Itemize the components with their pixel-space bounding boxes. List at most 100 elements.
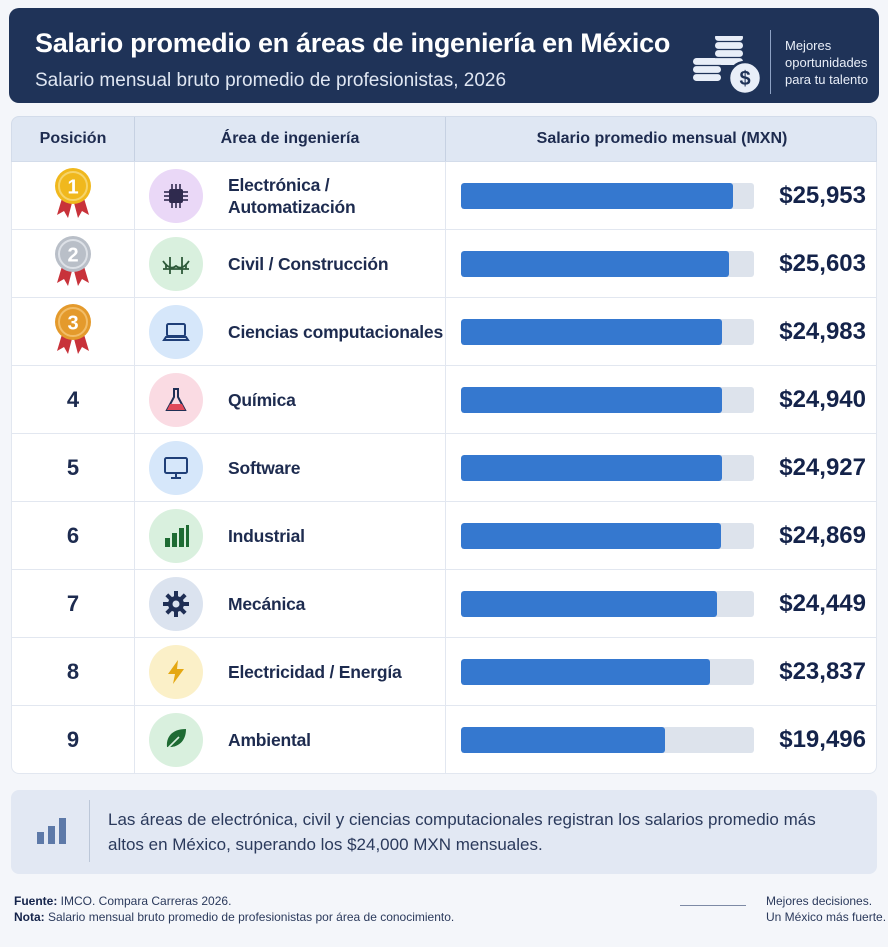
table-row: 2 Civil / Construcción $25,603 xyxy=(11,230,877,298)
salary-bar xyxy=(461,727,665,753)
salary-cell: $24,449 xyxy=(445,570,878,637)
bar-track xyxy=(461,251,754,277)
page-title: Salario promedio en áreas de ingeniería … xyxy=(35,28,671,58)
salary-bar xyxy=(461,455,722,481)
footer-source-line: Fuente: IMCO. Compara Carreras 2026. xyxy=(14,893,454,909)
area-cell: Electrónica / Automatización xyxy=(134,162,445,229)
table-row: 4 Química $24,940 xyxy=(11,366,877,434)
salary-value-label: $24,927 xyxy=(779,454,866,481)
area-cell: Mecánica xyxy=(134,570,445,637)
area-label: Ambiental xyxy=(228,729,311,750)
table-row: 6 Industrial $24,869 xyxy=(11,502,877,570)
rank-number: 4 xyxy=(66,386,80,412)
area-cell: Industrial xyxy=(134,502,445,569)
salary-value-label: $24,869 xyxy=(779,522,866,549)
bar-chart-icon xyxy=(149,509,203,563)
salary-value-label: $24,449 xyxy=(779,590,866,617)
table-body: 1 Electrónica / Automatización $25,953 2 … xyxy=(11,162,877,774)
salary-cell: $25,603 xyxy=(445,230,878,297)
chip-icon xyxy=(149,169,203,223)
salary-bar xyxy=(461,523,721,549)
table-row: 9 Ambiental $19,496 xyxy=(11,706,877,774)
area-label: Civil / Construcción xyxy=(228,253,389,274)
table-row: 1 Electrónica / Automatización $25,953 xyxy=(11,162,877,230)
salary-cell: $23,837 xyxy=(445,638,878,705)
col-header-salary: Salario promedio mensual (MXN) xyxy=(445,117,878,161)
bar-track xyxy=(461,591,754,617)
area-label: Electricidad / Energía xyxy=(228,661,402,682)
gear-icon xyxy=(149,577,203,631)
rank-number: 9 xyxy=(66,726,80,752)
rank-number: 6 xyxy=(66,522,80,548)
rank-number: 7 xyxy=(66,590,80,616)
salary-cell: $25,953 xyxy=(445,162,878,229)
salary-bar xyxy=(461,183,733,209)
svg-text:2: 2 xyxy=(67,245,78,267)
area-label: Mecánica xyxy=(228,593,306,614)
salary-bar xyxy=(461,251,729,277)
col-header-area: Área de ingeniería xyxy=(134,117,445,161)
lightning-icon xyxy=(149,645,203,699)
area-label: Software xyxy=(228,457,301,478)
monitor-icon xyxy=(149,441,203,495)
col-header-position: Posición xyxy=(39,130,107,147)
area-cell: Ciencias computacionales xyxy=(134,298,445,365)
laptop-icon xyxy=(149,305,203,359)
area-label: Electrónica / Automatización xyxy=(228,174,356,217)
salary-cell: $24,927 xyxy=(445,434,878,501)
header-divider xyxy=(770,30,771,94)
bar-track xyxy=(461,455,754,481)
table-row: 5 Software $24,927 xyxy=(11,434,877,502)
salary-cell: $24,869 xyxy=(445,502,878,569)
silver-medal-icon: 2 xyxy=(52,233,94,294)
footer-source: Fuente: IMCO. Compara Carreras 2026. Not… xyxy=(14,893,454,925)
salary-bar xyxy=(461,319,722,345)
insight-note: Las áreas de electrónica, civil y cienci… xyxy=(11,790,877,874)
slogan-line-1: Mejores decisiones. xyxy=(766,894,873,908)
salary-cell: $24,940 xyxy=(445,366,878,433)
footer-divider xyxy=(680,905,746,906)
rank-number: 8 xyxy=(66,658,80,684)
rank-cell: 7 xyxy=(12,570,134,637)
salary-value-label: $19,496 xyxy=(779,726,866,753)
salary-bar xyxy=(461,591,717,617)
area-cell: Ambiental xyxy=(134,706,445,773)
bronze-medal-icon: 3 xyxy=(52,301,94,362)
rank-cell: 6 xyxy=(12,502,134,569)
salary-bar xyxy=(461,387,722,413)
note-text: Las áreas de electrónica, civil y cienci… xyxy=(108,810,816,854)
svg-text:1: 1 xyxy=(67,177,78,199)
bar-track xyxy=(461,319,754,345)
salary-bar xyxy=(461,659,710,685)
table-row: 3 Ciencias computacionales $24,983 xyxy=(11,298,877,366)
salary-value-label: $24,983 xyxy=(779,318,866,345)
rank-cell: 1 xyxy=(12,162,134,229)
footer-slogan: Mejores decisiones. Un México más fuerte… xyxy=(766,893,886,925)
salary-value-label: $25,953 xyxy=(779,182,866,209)
bar-track xyxy=(461,183,754,209)
source-label: Fuente: xyxy=(14,894,58,908)
table-row: 8 Electricidad / Energía $23,837 xyxy=(11,638,877,706)
area-cell: Civil / Construcción xyxy=(134,230,445,297)
rank-cell: 9 xyxy=(12,706,134,773)
bar-track xyxy=(461,523,754,549)
slogan-line-2: Un México más fuerte. xyxy=(766,910,887,924)
bridge-icon xyxy=(149,237,203,291)
bar-track xyxy=(461,387,754,413)
rank-cell: 3 xyxy=(12,298,134,365)
flask-icon xyxy=(149,373,203,427)
area-label: Química xyxy=(228,389,296,410)
footer-note-line: Nota: Salario mensual bruto promedio de … xyxy=(14,909,454,925)
bar-track xyxy=(461,659,754,685)
salary-cell: $24,983 xyxy=(445,298,878,365)
rank-cell: 4 xyxy=(12,366,134,433)
note-label: Nota: xyxy=(14,910,45,924)
leaf-icon xyxy=(149,713,203,767)
salary-value-label: $24,940 xyxy=(779,386,866,413)
bar-chart-icon xyxy=(37,818,66,844)
rank-cell: 2 xyxy=(12,230,134,297)
table-header: Posición Área de ingeniería Salario prom… xyxy=(11,116,877,162)
svg-text:$: $ xyxy=(739,68,750,90)
header-tagline: Mejores oportunidades para tu talento xyxy=(785,38,869,87)
header-banner: Salario promedio en áreas de ingeniería … xyxy=(9,8,879,103)
